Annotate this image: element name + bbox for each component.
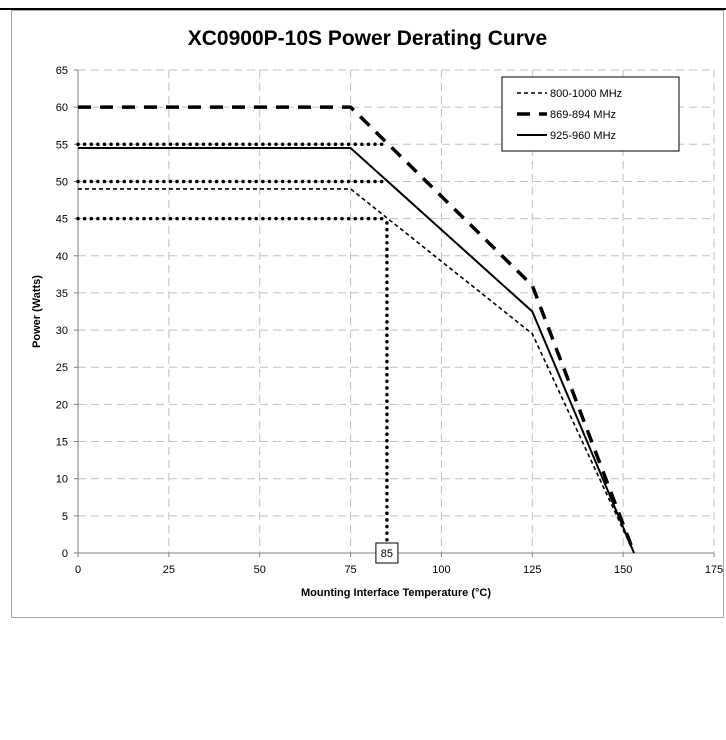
y-tick-label-55: 55 bbox=[56, 139, 68, 151]
x-tick-label-0: 0 bbox=[75, 564, 81, 576]
chart-title: XC0900P-10S Power Derating Curve bbox=[187, 27, 548, 50]
legend-label-925-960 MHz: 925-960 MHz bbox=[550, 130, 616, 142]
legend-box bbox=[501, 76, 680, 152]
x-tick-label-150: 150 bbox=[614, 564, 632, 576]
annotation-box-85 bbox=[375, 542, 399, 564]
y-tick-label-15: 15 bbox=[56, 437, 68, 449]
y-tick-label-35: 35 bbox=[56, 288, 68, 300]
y-tick-label-25: 25 bbox=[56, 362, 68, 374]
x-axis-label: Mounting Interface Temperature (°C) bbox=[301, 587, 491, 599]
y-tick-label-5: 5 bbox=[62, 511, 68, 523]
top-rule bbox=[0, 8, 726, 10]
legend-label-869-894 MHz: 869-894 MHz bbox=[550, 109, 616, 121]
x-tick-label-125: 125 bbox=[523, 564, 541, 576]
y-tick-label-60: 60 bbox=[56, 102, 68, 114]
series-line-869-894 MHz bbox=[78, 105, 636, 554]
x-tick-label-175: 175 bbox=[705, 564, 723, 576]
y-tick-label-30: 30 bbox=[56, 325, 68, 337]
x-tick-label-25: 25 bbox=[163, 564, 175, 576]
x-tick-label-100: 100 bbox=[432, 564, 450, 576]
series-line-925-960 MHz bbox=[78, 147, 635, 554]
y-axis-label: Power (Watts) bbox=[31, 275, 43, 348]
legend-label-800-1000 MHz: 800-1000 MHz bbox=[550, 88, 622, 100]
y-tick-label-10: 10 bbox=[56, 474, 68, 486]
annotation-label-85: 85 bbox=[381, 548, 393, 560]
y-tick-label-0: 0 bbox=[62, 548, 68, 560]
series-line-800-1000 MHz bbox=[78, 188, 635, 554]
y-tick-label-20: 20 bbox=[56, 399, 68, 411]
x-tick-label-50: 50 bbox=[254, 564, 266, 576]
y-tick-label-50: 50 bbox=[56, 176, 68, 188]
y-tick-label-40: 40 bbox=[56, 251, 68, 263]
x-tick-label-75: 75 bbox=[344, 564, 356, 576]
chart-plot: 0 5 10 15 20 25 30 35 40 45 50 55 60 65 0 25 50 75 100 125 1… bbox=[31, 65, 723, 599]
chart-area: XC0900P-10S Power Derating Curve 0 5 10 15 2… bbox=[11, 10, 724, 618]
y-tick-label-65: 65 bbox=[56, 65, 68, 77]
y-tick-label-45: 45 bbox=[56, 214, 68, 226]
